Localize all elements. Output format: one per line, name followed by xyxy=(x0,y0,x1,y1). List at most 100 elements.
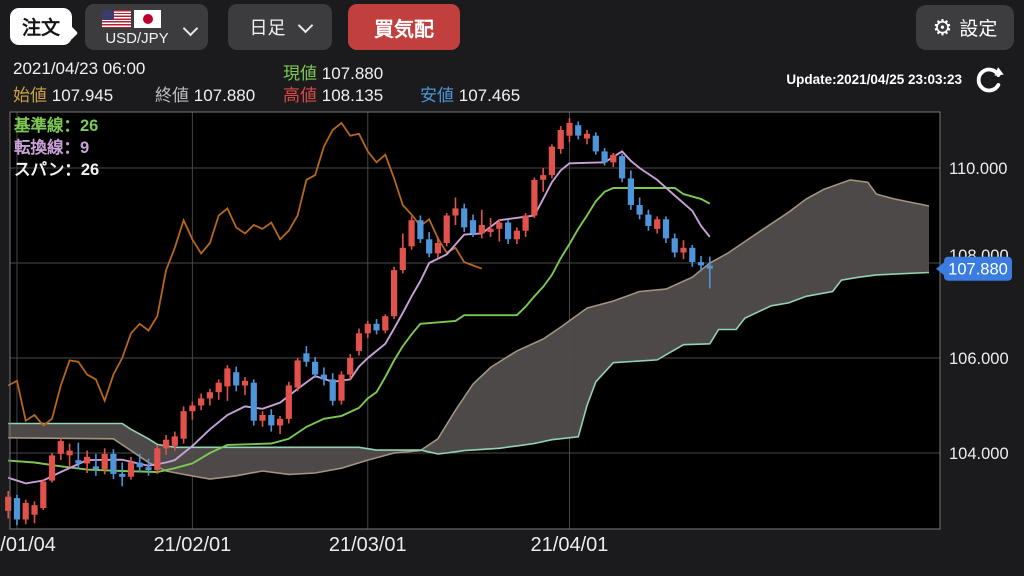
candle-down xyxy=(645,214,652,226)
candle-up xyxy=(583,133,591,139)
gear-icon: ⚙ xyxy=(932,14,953,40)
candle-up xyxy=(101,453,108,470)
candle-down xyxy=(75,460,82,464)
pair-label: USD/JPY xyxy=(105,30,169,47)
candle-down xyxy=(469,220,477,234)
candle-up xyxy=(496,222,503,229)
candle-down xyxy=(119,473,126,477)
low-label: 安値 xyxy=(420,86,454,105)
candle-up xyxy=(241,380,249,386)
current-price-badge-value: 107.880 xyxy=(948,261,1008,279)
x-axis-label: 21/01/04 xyxy=(0,534,56,556)
candle-up xyxy=(215,382,222,393)
candle-up xyxy=(364,323,371,334)
candle-up xyxy=(531,179,538,216)
low-value: 107.465 xyxy=(458,86,521,105)
candle-up xyxy=(680,247,687,253)
candle-up xyxy=(31,505,38,515)
candle-down xyxy=(697,262,705,266)
x-axis-label: 21/02/01 xyxy=(153,534,231,556)
candle-up xyxy=(189,405,196,412)
candle-up xyxy=(566,122,573,136)
candle-up xyxy=(294,360,301,388)
current-price-readout: 現値 107.880 xyxy=(283,59,383,84)
refresh-icon xyxy=(976,67,1001,93)
candle-down xyxy=(136,462,143,468)
buy-quote-label: 買気配 xyxy=(374,18,434,41)
candle-up xyxy=(277,418,284,426)
candle-up xyxy=(180,411,187,439)
candle-down xyxy=(461,208,468,228)
candle-up xyxy=(522,215,529,231)
close-value: 107.880 xyxy=(193,86,256,105)
candle-up xyxy=(22,502,29,520)
chevron-down-icon xyxy=(297,17,313,33)
candle-up xyxy=(48,455,56,481)
current-value: 107.880 xyxy=(321,64,384,83)
candle-up xyxy=(5,496,12,511)
candle-up xyxy=(163,439,170,449)
timeframe-selector[interactable]: 日足 xyxy=(228,4,332,50)
candle-down xyxy=(329,379,336,401)
last-update-timestamp: Update:2021/04/25 23:03:23 xyxy=(786,72,962,87)
candle-up xyxy=(171,436,178,446)
candle-up xyxy=(478,225,485,234)
candle-up xyxy=(610,154,617,163)
open-label: 始値 xyxy=(13,86,47,105)
buy-quote-button[interactable]: 買気配 xyxy=(348,4,460,50)
kijun-line xyxy=(8,187,711,473)
currency-pair-selector[interactable]: USD/JPY xyxy=(85,4,208,50)
candle-down xyxy=(312,361,319,375)
current-label: 現値 xyxy=(283,64,317,83)
candle-down xyxy=(627,178,634,205)
candle-down xyxy=(706,265,713,269)
candle-up xyxy=(382,316,389,331)
open-price-readout: 始値 107.945 xyxy=(13,81,113,106)
order-button[interactable]: 注文 xyxy=(10,8,72,45)
open-value: 107.945 xyxy=(51,86,114,105)
close-label: 終値 xyxy=(155,86,189,105)
settings-button[interactable]: ⚙ 設定 xyxy=(916,5,1014,50)
candle-down xyxy=(373,323,380,331)
candle-up xyxy=(127,462,135,477)
refresh-button[interactable] xyxy=(972,63,1006,97)
candle-down xyxy=(636,205,643,215)
candle-down xyxy=(426,239,433,254)
low-price-readout: 安値 107.465 xyxy=(420,81,520,106)
candle-down xyxy=(92,466,99,470)
ichimoku-cloud xyxy=(8,179,929,480)
senkou-b-line xyxy=(8,271,930,455)
candle-up xyxy=(285,385,292,419)
candle-down xyxy=(250,382,257,421)
x-axis-label: 21/03/01 xyxy=(329,534,407,556)
candle-down xyxy=(575,125,582,136)
candle-up xyxy=(513,230,520,240)
candle-up xyxy=(40,481,47,509)
settings-label: 設定 xyxy=(959,19,998,40)
candle-up xyxy=(57,441,64,454)
high-value: 108.135 xyxy=(321,86,384,105)
current-price-badge xyxy=(944,256,1012,281)
candle-up xyxy=(259,415,266,421)
candle-down xyxy=(662,219,670,239)
candle-down xyxy=(233,372,240,386)
candle-up xyxy=(84,456,91,464)
candle-up xyxy=(391,270,398,317)
candle-up xyxy=(452,208,459,216)
candle-up xyxy=(224,368,231,387)
candle-down xyxy=(671,238,678,253)
legend-item: 基準線：26 xyxy=(14,115,98,135)
candle-down xyxy=(320,374,327,380)
flag-icons xyxy=(102,10,161,28)
candle-up xyxy=(338,374,345,401)
legend-item: スパン：26 xyxy=(14,160,99,179)
candle-datetime: 2021/04/23 06:00 xyxy=(13,59,146,78)
candle-up xyxy=(355,333,363,351)
candle-down xyxy=(592,135,599,152)
refresh-icon-arrowhead xyxy=(994,67,1004,76)
candle-up xyxy=(206,392,213,399)
candle-up xyxy=(408,220,415,247)
high-label: 高値 xyxy=(283,86,317,105)
